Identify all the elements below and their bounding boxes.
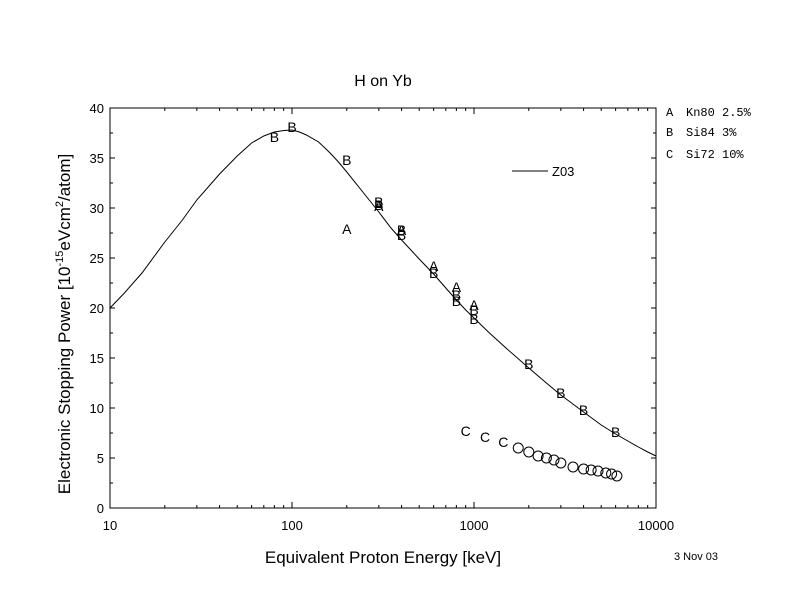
data-point-c-circle: [555, 457, 567, 469]
data-point-c-circle: [578, 463, 590, 475]
data-point-c-circle: [600, 467, 612, 479]
data-point-b: B: [469, 311, 478, 327]
chart-title: H on Yb: [354, 73, 412, 90]
data-point-c-circle: [523, 446, 535, 458]
y-tick-label: 15: [90, 351, 104, 366]
y-label-post: /atom]: [55, 154, 74, 201]
data-point-b: B: [611, 424, 620, 440]
data-point-c: C: [498, 434, 508, 450]
y-tick-label: 25: [90, 251, 104, 266]
data-point-b: B: [374, 194, 383, 210]
curve-layer: [109, 129, 657, 457]
data-point-c: C: [480, 429, 490, 445]
data-point-b: B: [579, 402, 588, 418]
x-axis-label: Equivalent Proton Energy [keV]: [265, 548, 501, 567]
data-point-c-circle: [567, 461, 579, 473]
data-point-b: B: [397, 227, 406, 243]
y-tick-label: 30: [90, 201, 104, 216]
data-point-c-circle: [606, 468, 618, 480]
data-point-b: B: [556, 385, 565, 401]
legend-text-b: Si84 3%: [686, 126, 737, 140]
data-point-b: B: [374, 197, 383, 213]
y-axis-label: Electronic Stopping Power [10-15eVcm2/at…: [54, 154, 74, 495]
y-label-pre: Electronic Stopping Power [10: [55, 267, 74, 495]
z03-curve: [109, 129, 657, 457]
y-tick-label: 20: [90, 301, 104, 316]
y-tick-label: 0: [97, 501, 104, 516]
y-tick-label: 35: [90, 151, 104, 166]
data-point-c-circle: [585, 464, 597, 476]
y-tick-label: 10: [90, 401, 104, 416]
data-point-c-circle: [532, 450, 544, 462]
data-point-b: B: [452, 293, 461, 309]
curve-legend-label: Z03: [552, 164, 574, 179]
data-point-c-circle: [548, 454, 560, 466]
data-point-b: B: [429, 265, 438, 281]
x-tick-label: 100: [281, 518, 303, 533]
data-point-a: A: [452, 279, 462, 295]
data-point-a: A: [342, 221, 352, 237]
data-point-b: B: [270, 129, 279, 145]
x-tick-label: 1000: [460, 518, 489, 533]
legend: A Kn80 2.5% B Si84 3% C Si72 10%: [666, 106, 752, 162]
axes: 0 5 10 15 20 25 30 35 40 10 100 1000 10000: [90, 101, 675, 533]
legend-marker-b: B: [666, 126, 673, 140]
x-tick-label: 10: [103, 518, 117, 533]
data-point-b: B: [452, 287, 461, 303]
data-point-b: B: [524, 356, 533, 372]
y-label-mid: eVcm: [55, 207, 74, 250]
data-point-c-circle: [592, 465, 604, 477]
data-point-a: A: [374, 198, 384, 214]
y-tick-label: 5: [97, 451, 104, 466]
data-point-b: B: [397, 222, 406, 238]
y-tick-label: 40: [90, 101, 104, 116]
data-point-a: A: [429, 258, 439, 274]
data-point-c-circle: [540, 452, 552, 464]
data-point-c-circle: [611, 470, 623, 482]
footer-date: 3 Nov 03: [674, 551, 718, 563]
data-point-c: C: [461, 423, 471, 439]
data-point-b: B: [342, 152, 351, 168]
legend-marker-c: C: [666, 148, 673, 162]
data-point-c-circle: [512, 442, 524, 454]
data-point-a: A: [469, 297, 479, 313]
x-tick-label: 10000: [638, 518, 674, 533]
legend-text-c: Si72 10%: [686, 148, 744, 162]
legend-marker-a: A: [666, 106, 674, 120]
legend-text-a: Kn80 2.5%: [686, 106, 752, 120]
data-point-a: A: [397, 222, 407, 238]
y-label-sup2: 2: [54, 201, 66, 207]
data-point-b: B: [469, 302, 478, 318]
y-label-sup1: -15: [54, 251, 66, 267]
data-point-b: B: [287, 119, 296, 135]
